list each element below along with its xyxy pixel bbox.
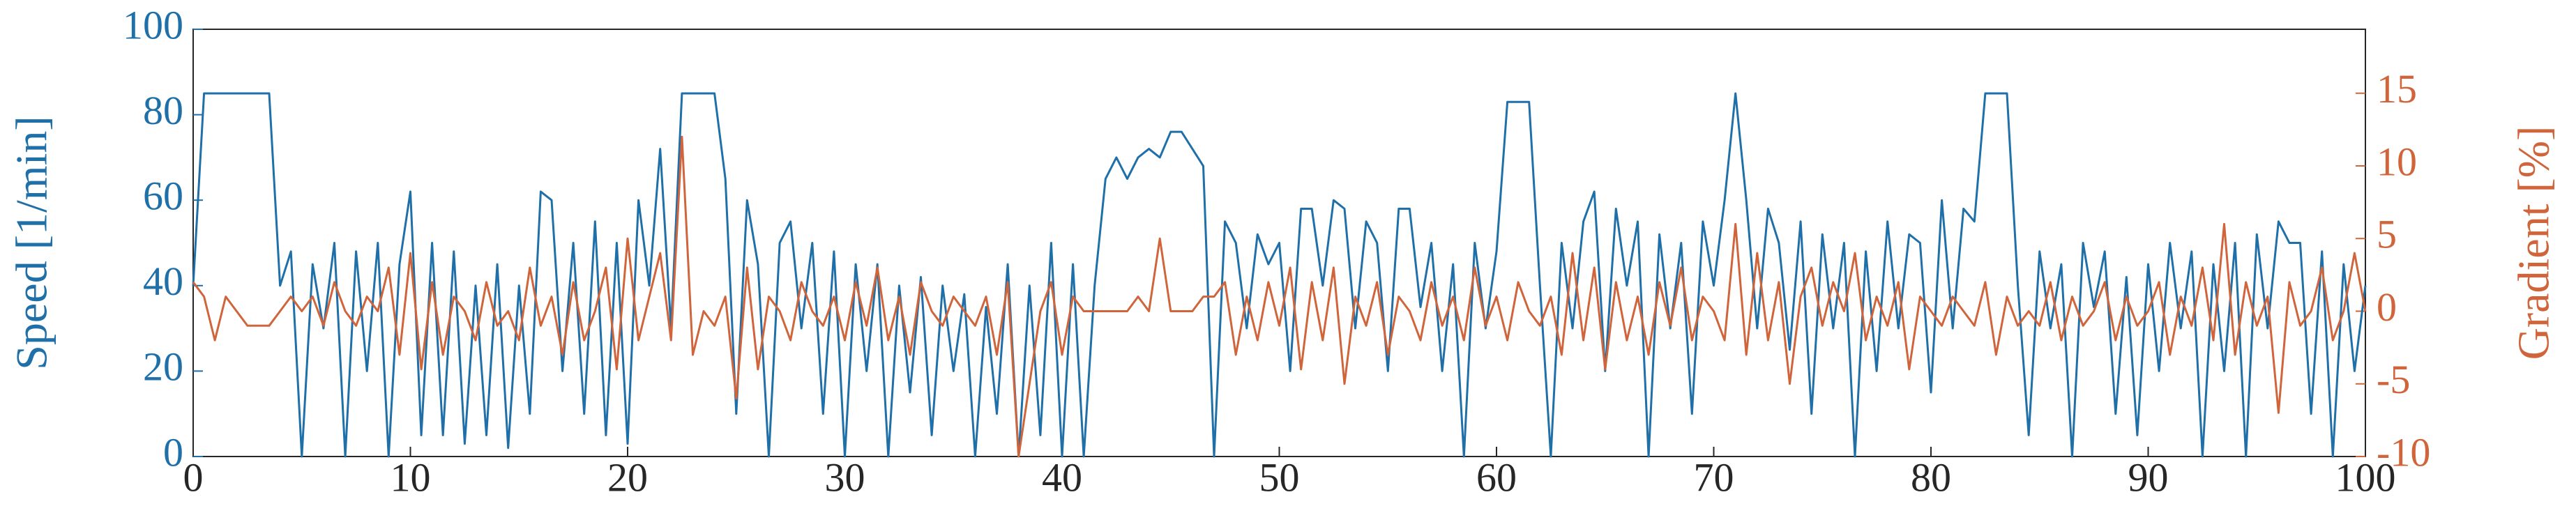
x-tick-label: 10 [391, 454, 431, 500]
y2-axis-label: Gradient [%] [2509, 126, 2559, 360]
x-tick-label: 0 [183, 454, 204, 500]
x-tick-label: 60 [1476, 454, 1517, 500]
y2-tick-label: 10 [2377, 139, 2417, 184]
x-tick-label: 100 [2335, 454, 2396, 500]
y-tick-label: 40 [143, 259, 183, 304]
y-tick-label: 20 [143, 344, 183, 390]
x-tick-label: 30 [825, 454, 865, 500]
y-tick-label: 0 [163, 429, 183, 475]
x-tick-label: 50 [1259, 454, 1300, 500]
y2-tick-label: 5 [2377, 212, 2397, 257]
series-line [192, 92, 2367, 458]
y-tick-label: 100 [123, 2, 183, 47]
y2-tick-label: 0 [2377, 284, 2397, 330]
y-axis-label: Speed [1/min] [7, 116, 56, 369]
x-tick-label: 20 [607, 454, 648, 500]
y2-tick-label: -5 [2377, 357, 2410, 402]
y-tick-label: 80 [143, 88, 183, 133]
y-tick-label: 60 [143, 174, 183, 219]
series-line [192, 135, 2367, 458]
x-tick-label: 90 [2128, 454, 2169, 500]
y2-tick-label: -10 [2377, 429, 2430, 475]
x-tick-label: 40 [1042, 454, 1082, 500]
x-tick-label: 80 [1911, 454, 1951, 500]
y2-tick-label: 15 [2377, 66, 2417, 112]
x-tick-label: 70 [1694, 454, 1734, 500]
